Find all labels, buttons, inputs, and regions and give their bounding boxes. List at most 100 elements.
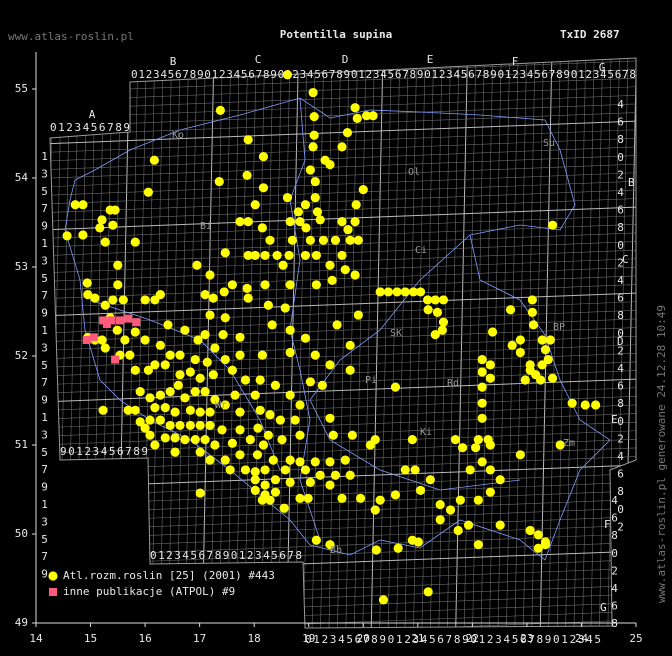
grid-cell-line — [50, 155, 636, 179]
occurrence-point — [295, 217, 305, 227]
grid-cell-line — [50, 516, 636, 540]
occurrence-point — [243, 293, 253, 303]
grid-cell-line — [50, 77, 636, 102]
atpol-digits: 4680246802468024680246802 — [614, 98, 627, 538]
grid-cell-line — [243, 58, 257, 628]
occurrence-point — [275, 415, 285, 425]
occurrence-point — [528, 320, 539, 330]
occurrence-point — [312, 207, 323, 217]
grid-cell-line — [50, 94, 636, 119]
occurrence-point — [483, 435, 493, 445]
occurrence-point — [192, 260, 202, 270]
occurrence-point — [285, 280, 295, 290]
occurrence-point — [340, 455, 350, 465]
occurrence-point — [295, 400, 305, 410]
occurrence-point — [82, 278, 92, 288]
occurrence-point — [250, 467, 260, 477]
occurrence-point — [300, 250, 311, 261]
occurrence-point — [580, 400, 590, 410]
side-note: www.atlas-roslin.pl generowane 24.12.28 … — [655, 305, 668, 603]
occurrence-point — [205, 310, 215, 320]
occurrence-point — [353, 235, 363, 245]
occurrence-point — [214, 176, 224, 187]
occurrence-point — [113, 260, 123, 270]
occurrence-point — [113, 280, 123, 290]
occurrence-point — [125, 350, 135, 360]
occurrence-point — [210, 343, 220, 353]
occurrence-point — [260, 250, 270, 261]
x-tick-label: 16 — [138, 632, 151, 645]
legend-marker — [48, 571, 58, 581]
region-label: Wr — [215, 400, 227, 411]
occurrence-point — [543, 354, 553, 365]
y-tick-label: 53 — [15, 260, 28, 273]
occurrence-point — [123, 405, 133, 415]
y-tick-label: 52 — [15, 349, 28, 362]
occurrence-point — [318, 235, 329, 245]
occurrence-point — [485, 360, 495, 370]
occurrence-point — [390, 382, 401, 392]
occurrence-point — [155, 289, 165, 300]
grid-outline — [49, 57, 637, 629]
occurrence-point — [325, 260, 335, 270]
occurrence-point — [485, 487, 495, 497]
occurrence-point — [155, 340, 165, 350]
occurrence-point — [180, 393, 190, 403]
occurrence-point — [425, 475, 435, 485]
occurrence-point — [567, 398, 577, 408]
occurrence-point — [185, 367, 195, 377]
atpol-digits: 46802468 — [608, 494, 621, 635]
occurrence-point — [300, 333, 311, 343]
grid-cell-line — [50, 112, 636, 136]
grid-cell-line — [472, 58, 485, 628]
grid-cell-line — [50, 172, 636, 196]
occurrence-point — [515, 347, 525, 358]
occurrence-point — [445, 505, 456, 515]
occurrence-point — [410, 465, 420, 475]
occurrence-point — [477, 354, 487, 365]
occurrence-point — [350, 270, 360, 280]
occurrence-point — [272, 250, 282, 261]
occurrence-point — [423, 295, 433, 305]
occurrence-point — [400, 287, 410, 297]
occurrence-point — [108, 220, 118, 230]
grid-cell-line — [556, 58, 570, 628]
region-label: Ki — [420, 427, 432, 438]
occurrence-point — [477, 367, 487, 377]
occurrence-point — [267, 320, 277, 330]
occurrence-point — [260, 465, 270, 475]
occurrence-point — [268, 455, 278, 465]
occurrence-point — [352, 113, 362, 123]
atpol-digits: 90123456789 — [60, 445, 148, 458]
occurrence-point — [301, 223, 311, 233]
occurrence-point — [180, 435, 190, 445]
occurrence-point — [250, 200, 260, 210]
occurrence-point — [217, 425, 227, 435]
occurrence-point — [165, 387, 175, 397]
grid-cell-line — [50, 395, 636, 420]
grid-cell-line — [50, 58, 54, 628]
occurrence-point — [227, 280, 237, 290]
occurrence-point — [310, 192, 320, 203]
grid-cell-line — [50, 413, 636, 437]
taxid: TxID 2687 — [560, 28, 620, 41]
occurrence-point — [219, 287, 229, 297]
occurrence-point — [375, 287, 385, 297]
occurrence-point — [258, 152, 269, 162]
region-label: Bb — [330, 545, 342, 556]
occurrence-point — [100, 300, 110, 310]
occurrence-point — [190, 435, 200, 445]
occurrence-point — [265, 495, 275, 505]
occurrence-point — [257, 350, 267, 360]
occurrence-point — [118, 295, 128, 305]
occurrence-point — [305, 477, 315, 487]
occurrence-point — [337, 250, 347, 261]
occurrence-point — [100, 237, 110, 247]
y-tick-label: 55 — [15, 82, 28, 95]
occurrence-point — [455, 495, 465, 505]
occurrence-point — [290, 415, 300, 425]
occurrence-point — [257, 495, 267, 505]
occurrence-point — [242, 283, 252, 293]
atpol-row: G — [600, 601, 607, 614]
occurrence-point — [540, 345, 551, 355]
